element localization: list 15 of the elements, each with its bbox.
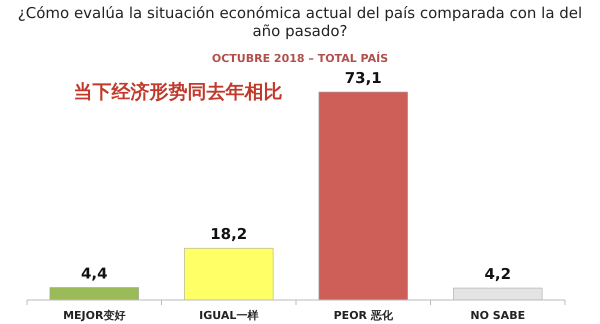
data-label: 4,4 (80, 264, 108, 282)
bar (453, 288, 542, 300)
chart-subtitle: OCTUBRE 2018 – TOTAL PAÍS (212, 51, 388, 65)
x-tick-label: PEOR 恶化 (334, 309, 394, 322)
bar (318, 92, 408, 300)
bar (184, 248, 274, 300)
chart-title: ¿Cómo evalúa la situación económica actual del país comparada con la del año pasado? (18, 4, 582, 40)
x-tick-label: IGUAL一样 (199, 309, 258, 322)
data-label: 18,2 (210, 225, 248, 244)
data-label: 4,2 (484, 265, 512, 284)
annotation: 当下经济形势同去年相比 (74, 81, 282, 103)
x-tick-label: NO SABE (470, 309, 526, 322)
bar (50, 287, 139, 300)
data-label: 73,1 (344, 69, 382, 87)
x-tick-label: MEJOR变好 (63, 309, 126, 322)
